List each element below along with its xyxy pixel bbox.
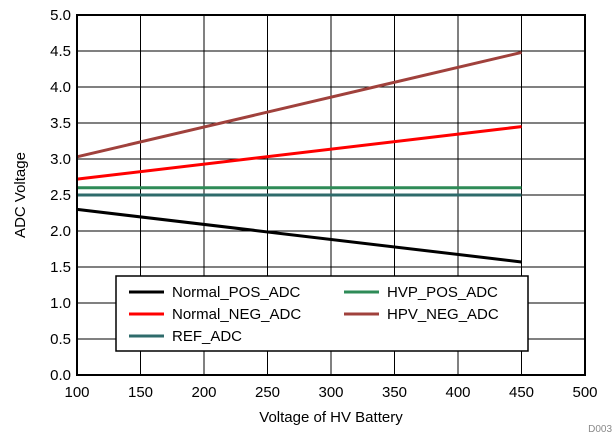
y-tick-label: 3.5 [50,115,71,132]
x-tick-labels: 100 150 200 250 300 350 400 450 500 [64,384,597,401]
legend-label: Normal_POS_ADC [172,284,301,301]
y-tick-label: 0.5 [50,331,71,348]
y-tick-label: 5.0 [50,7,71,24]
y-axis-title: ADC Voltage [12,152,29,238]
x-tick-label: 150 [128,384,153,401]
y-tick-labels: 0.0 0.5 1.0 1.5 2.0 2.5 3.0 3.5 4.0 4.5 5.0 [50,7,71,384]
y-tick-label: 1.5 [50,259,71,276]
legend-label: Normal_NEG_ADC [172,306,301,323]
x-tick-label: 350 [382,384,407,401]
legend-label: HPV_NEG_ADC [387,306,499,323]
series-line-normal-neg-adc [76,125,522,181]
plot-frame [76,14,586,376]
legend-label: HVP_POS_ADC [387,284,498,301]
x-axis-title: Voltage of HV Battery [259,409,403,426]
figure-id: D003 [588,424,612,435]
x-tick-label: 450 [509,384,534,401]
x-tick-label: 100 [64,384,89,401]
y-tick-label: 3.0 [50,151,71,168]
y-tick-label: 4.0 [50,79,71,96]
y-tick-label: 4.5 [50,43,71,60]
x-tick-label: 500 [572,384,597,401]
legend-label: REF_ADC [172,328,242,345]
y-tick-label: 2.0 [50,223,71,240]
series-line-hpv-neg-adc [76,50,522,159]
x-tick-label: 300 [318,384,343,401]
series-layer [76,50,522,264]
legend-box [115,275,529,352]
x-tick-label: 200 [191,384,216,401]
y-tick-label: 0.0 [50,367,71,384]
y-tick-label: 2.5 [50,187,71,204]
y-tick-label: 1.0 [50,295,71,312]
x-tick-label: 400 [445,384,470,401]
legend: Normal_POS_ADC Normal_NEG_ADC REF_ADC HVP_P… [115,275,529,352]
series-line-normal-pos-adc [76,207,522,264]
x-tick-label: 250 [255,384,280,401]
